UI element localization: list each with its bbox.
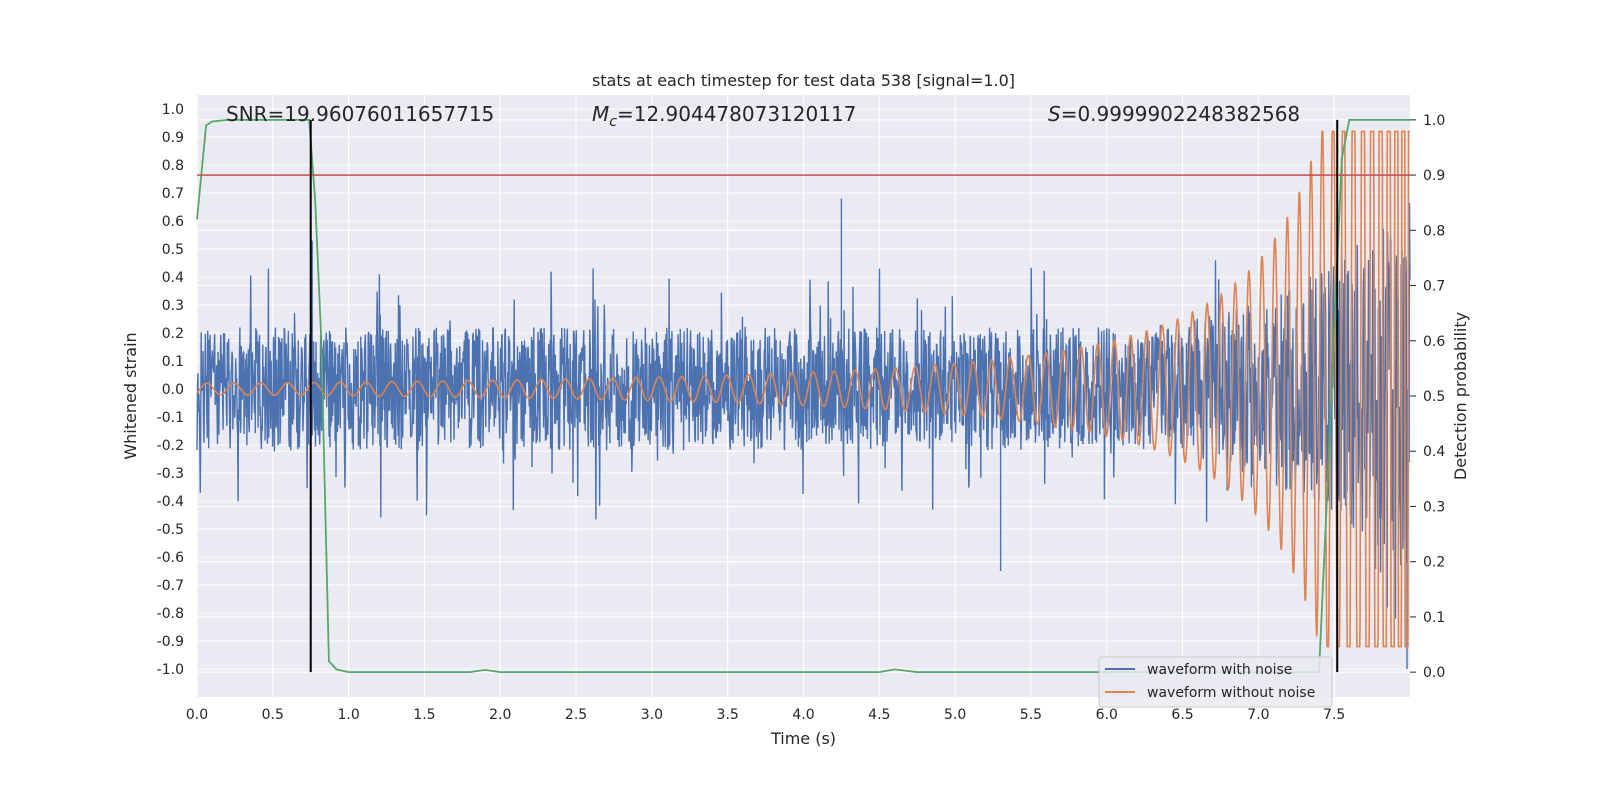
x-tick-label: 5.5 xyxy=(1020,707,1042,723)
y2-axis-label: Detection probability xyxy=(1451,312,1470,480)
x-tick-label: 3.0 xyxy=(641,707,663,723)
snr-annotation: SNR=19.96076011657715 xyxy=(226,102,494,126)
x-tick-label: 7.0 xyxy=(1247,707,1269,723)
y-tick-label: 0.1 xyxy=(162,354,184,370)
reference-lines xyxy=(197,119,1410,673)
y-tick-label: 0.2 xyxy=(162,326,184,342)
chirp-mass-symbol: M xyxy=(592,102,609,126)
x-tick-label: 1.0 xyxy=(337,707,359,723)
y-tick-label: -1.0 xyxy=(157,662,184,678)
legend-label-without-noise: waveform without noise xyxy=(1147,685,1315,701)
y2-tick-label: 0.7 xyxy=(1423,279,1445,295)
y-tick-label: 0.6 xyxy=(162,214,184,230)
y-tick-label: 0.3 xyxy=(162,298,184,314)
series-detection-probability xyxy=(196,119,1410,673)
y-tick-label: -0.9 xyxy=(157,634,184,650)
chirp-mass-value: =12.904478073120117 xyxy=(617,102,856,126)
y-tick-label: -0.5 xyxy=(157,522,184,538)
x-tick-label: 5.0 xyxy=(944,707,966,723)
y2-tick-label: 1.0 xyxy=(1423,113,1445,129)
y2-tick-label: 0.0 xyxy=(1423,665,1445,681)
y-tick-label: -0.8 xyxy=(157,606,184,622)
x-tick-label: 6.0 xyxy=(1096,707,1118,723)
y-tick-label: -0.7 xyxy=(157,578,184,594)
x-tick-label: 4.5 xyxy=(868,707,890,723)
detection-probability-line xyxy=(196,119,1410,673)
x-tick-label: 6.5 xyxy=(1171,707,1193,723)
y-tick-label: -0.1 xyxy=(157,410,184,426)
x-tick-label: 7.5 xyxy=(1323,707,1345,723)
y-axis-label: Whitened strain xyxy=(121,332,140,459)
y-tick-label: -0.6 xyxy=(157,550,184,566)
x-axis-label: Time (s) xyxy=(770,729,836,748)
y-tick-label: 0.7 xyxy=(162,186,184,202)
y2-tick-label: 0.3 xyxy=(1423,499,1445,515)
y-tick-label: 0.8 xyxy=(162,158,184,174)
chirp-mass-annotation: Mc=12.904478073120117 xyxy=(592,102,856,130)
chirp-mass-subscript: c xyxy=(609,114,617,130)
axis-ticks: 0.0 0.5 1.0 1.5 2.0 2.5 3.0 3.5 4.0 4.5 5.0 5.5 6.0 6… xyxy=(157,102,1446,723)
y2-tick-label: 0.9 xyxy=(1423,168,1445,184)
x-tick-label: 3.5 xyxy=(717,707,739,723)
x-tick-label: 4.0 xyxy=(792,707,814,723)
x-tick-label: 0.5 xyxy=(262,707,284,723)
y-tick-label: 0.5 xyxy=(162,242,184,258)
y2-tick-label: 0.4 xyxy=(1423,444,1445,460)
x-tick-label: 2.0 xyxy=(489,707,511,723)
x-tick-label: 0.0 xyxy=(186,707,208,723)
y2-tick-label: 0.2 xyxy=(1423,555,1445,571)
y2-tick-label: 0.6 xyxy=(1423,334,1445,350)
y2-tick-label: 0.8 xyxy=(1423,223,1445,239)
y-tick-label: -0.3 xyxy=(157,466,184,482)
legend-box xyxy=(1098,656,1333,708)
legend: waveform with noise waveform without noi… xyxy=(1098,656,1333,708)
y-tick-label: 1.0 xyxy=(162,102,184,118)
y-tick-label: 0.0 xyxy=(162,382,184,398)
y2-tick-label: 0.1 xyxy=(1423,610,1445,626)
chart-title: stats at each timestep for test data 538… xyxy=(592,71,1015,90)
y-tick-label: 0.9 xyxy=(162,130,184,146)
series-waveform-without-noise xyxy=(196,130,1410,648)
x-tick-label: 1.5 xyxy=(413,707,435,723)
score-symbol: S xyxy=(1048,102,1061,126)
legend-label-with-noise: waveform with noise xyxy=(1147,662,1292,678)
score-value: =0.9999902248382568 xyxy=(1061,102,1300,126)
y-tick-label: -0.4 xyxy=(157,494,184,510)
y-tick-label: 0.4 xyxy=(162,270,184,286)
y2-tick-label: 0.5 xyxy=(1423,389,1445,405)
x-tick-label: 2.5 xyxy=(565,707,587,723)
score-annotation: S=0.9999902248382568 xyxy=(1048,102,1300,126)
y-tick-label: -0.2 xyxy=(157,438,184,454)
waveform-without-noise-line xyxy=(196,130,1410,648)
